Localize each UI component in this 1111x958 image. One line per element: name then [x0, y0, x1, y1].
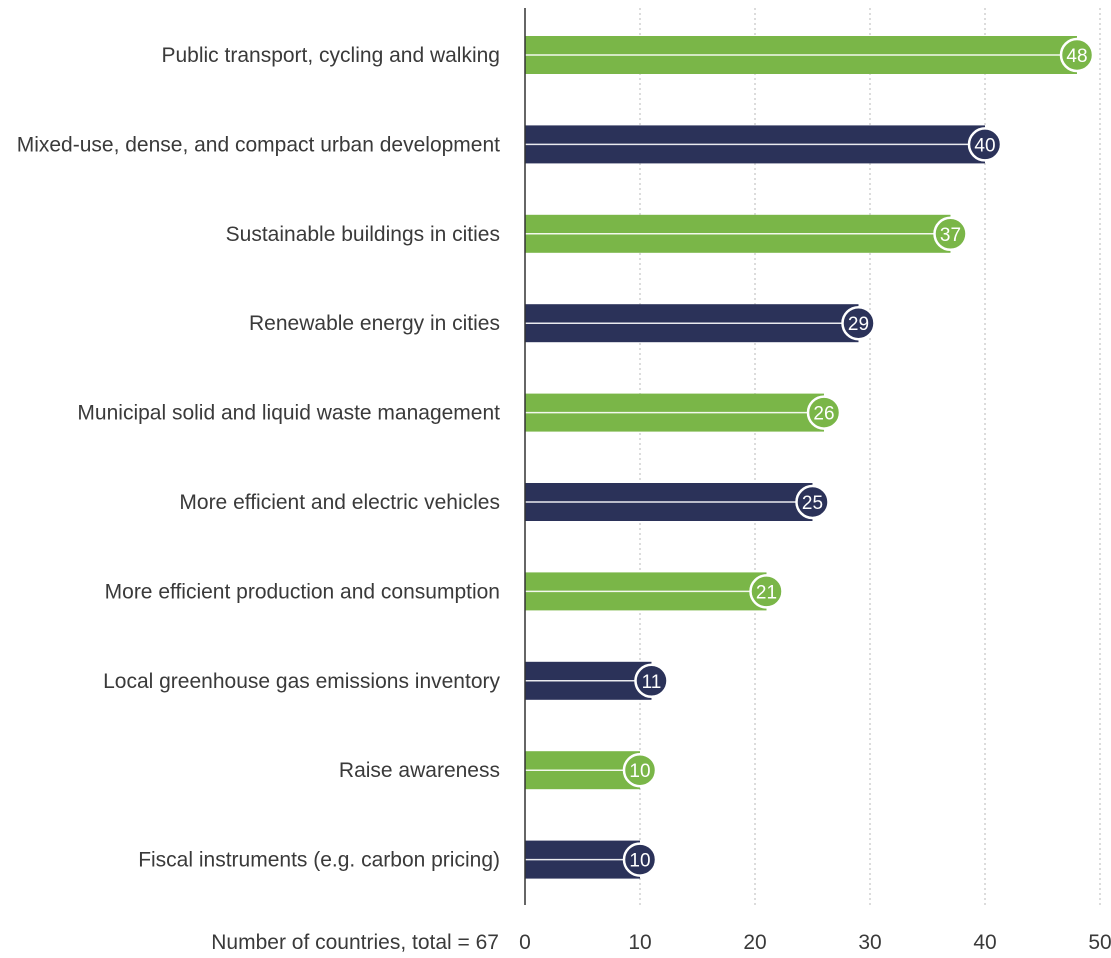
bar-group: 26: [525, 393, 842, 432]
x-tick-label: 0: [519, 931, 531, 954]
bar-group: 25: [525, 483, 830, 521]
bar-group: 10: [525, 840, 658, 879]
x-tick-label: 10: [628, 931, 651, 954]
data-label: 11: [642, 672, 662, 693]
category-labels: Public transport, cycling and walking Mix…: [17, 44, 501, 872]
category-label: Raise awareness: [339, 759, 500, 782]
data-label: 29: [848, 314, 869, 335]
data-label: 40: [974, 135, 995, 156]
category-label: Renewable energy in cities: [249, 312, 500, 335]
data-label: 21: [756, 582, 777, 603]
x-tick-labels: 0 10 20 30 40 50: [519, 931, 1111, 954]
bar-group: 37: [525, 214, 968, 253]
category-label: Sustainable buildings in cities: [226, 223, 500, 246]
category-label: Fiscal instruments (e.g. carbon pricing): [138, 849, 500, 872]
bar-group: 48: [525, 36, 1095, 74]
data-label: 10: [629, 761, 650, 782]
x-tick-label: 30: [858, 931, 881, 954]
value-badge: [622, 752, 658, 788]
category-label: Local greenhouse gas emissions inventory: [103, 670, 500, 693]
category-label: Public transport, cycling and walking: [161, 44, 500, 67]
bar-group: 29: [525, 304, 876, 343]
bar-group: 21: [525, 572, 784, 611]
x-axis-label: Number of countries, total = 67: [211, 931, 499, 954]
category-label: More efficient production and consumptio…: [105, 580, 500, 603]
bar-group: 40: [525, 125, 1003, 164]
value-badge: [967, 127, 1003, 162]
value-badge: [795, 484, 830, 520]
value-badge: [806, 395, 842, 430]
value-badge: [634, 663, 669, 699]
value-badge: [622, 842, 658, 877]
x-tick-label: 20: [743, 931, 766, 954]
category-label: Mixed-use, dense, and compact urban deve…: [17, 133, 500, 156]
value-badge: [933, 216, 968, 252]
category-label: Municipal solid and liquid waste managem…: [77, 402, 500, 425]
bar-group: 10: [525, 751, 658, 790]
x-tick-label: 50: [1088, 931, 1111, 954]
bar-group: 11: [525, 661, 669, 700]
bars: 48 40 37 29 26 25 21 11 10 10: [525, 36, 1095, 879]
category-label: More efficient and electric vehicles: [179, 491, 500, 514]
value-badge: [841, 305, 876, 341]
data-label: 48: [1066, 46, 1087, 67]
value-badge: [1059, 37, 1095, 73]
data-label: 37: [940, 225, 961, 246]
x-tick-label: 40: [973, 931, 996, 954]
value-badge: [749, 574, 784, 609]
data-label: 25: [802, 493, 823, 514]
data-label: 26: [813, 404, 834, 425]
data-label: 10: [629, 851, 650, 872]
